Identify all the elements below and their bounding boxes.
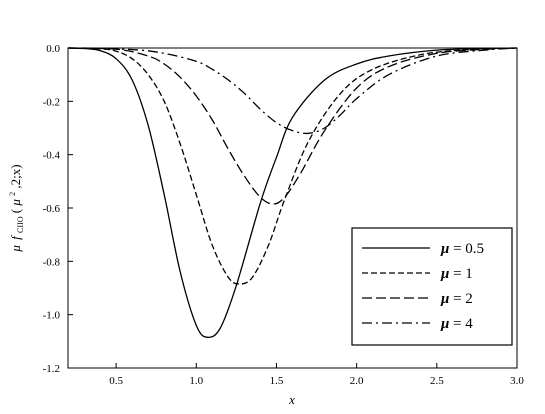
y-label-open: ( [8, 209, 23, 213]
y-label-rest: ,2;x) [8, 164, 23, 188]
y-tick-label: -0.2 [43, 96, 60, 108]
y-label-mu2: μ [8, 199, 23, 207]
y-label-sup: 2 [8, 192, 17, 196]
legend-items: μ = 0.5 μ = 1 μ = 2 μ = 4 [362, 241, 484, 332]
y-label-sub: CIIO [16, 216, 25, 233]
y-tick-label: 0.0 [46, 43, 60, 55]
x-tick-label: 2.5 [430, 375, 444, 387]
y-tick-label: -0.4 [43, 150, 61, 162]
x-tick-label: 2.0 [350, 375, 364, 387]
x-axis-label: x [288, 392, 295, 407]
y-axis-ticks: 0.0 -0.2 -0.4 -0.6 -0.8 -1.0 -1.2 [43, 43, 73, 375]
y-tick-label: -0.6 [43, 203, 61, 215]
x-tick-label: 0.5 [109, 375, 123, 387]
legend-box [351, 227, 513, 346]
x-axis-ticks: 0.5 1.0 1.5 2.0 2.5 3.0 [109, 363, 524, 387]
legend-label-2: μ = 1 [440, 266, 473, 282]
y-label-mu: μ [8, 245, 23, 253]
legend-label-1: μ = 0.5 [440, 241, 484, 257]
x-tick-label: 1.5 [270, 375, 284, 387]
y-tick-label: -1.2 [43, 363, 60, 375]
y-axis-label: μ f CIIO ( μ 2 ,2;x) [3, 164, 26, 252]
series-line-4 [67, 47, 518, 135]
series-layer [67, 47, 518, 339]
y-tick-label: -0.8 [43, 256, 61, 268]
x-tick-label: 3.0 [510, 375, 524, 387]
legend: μ = 0.5 μ = 1 μ = 2 μ = 4 [351, 227, 513, 346]
series-line-1 [67, 47, 518, 339]
y-label-f: f [8, 234, 23, 240]
series-line-2 [67, 47, 518, 285]
x-tick-label: 1.0 [189, 375, 203, 387]
legend-label-3: μ = 2 [440, 291, 473, 307]
legend-label-4: μ = 4 [440, 316, 473, 332]
y-tick-label: -1.0 [43, 310, 61, 322]
series-line-3 [67, 47, 518, 205]
